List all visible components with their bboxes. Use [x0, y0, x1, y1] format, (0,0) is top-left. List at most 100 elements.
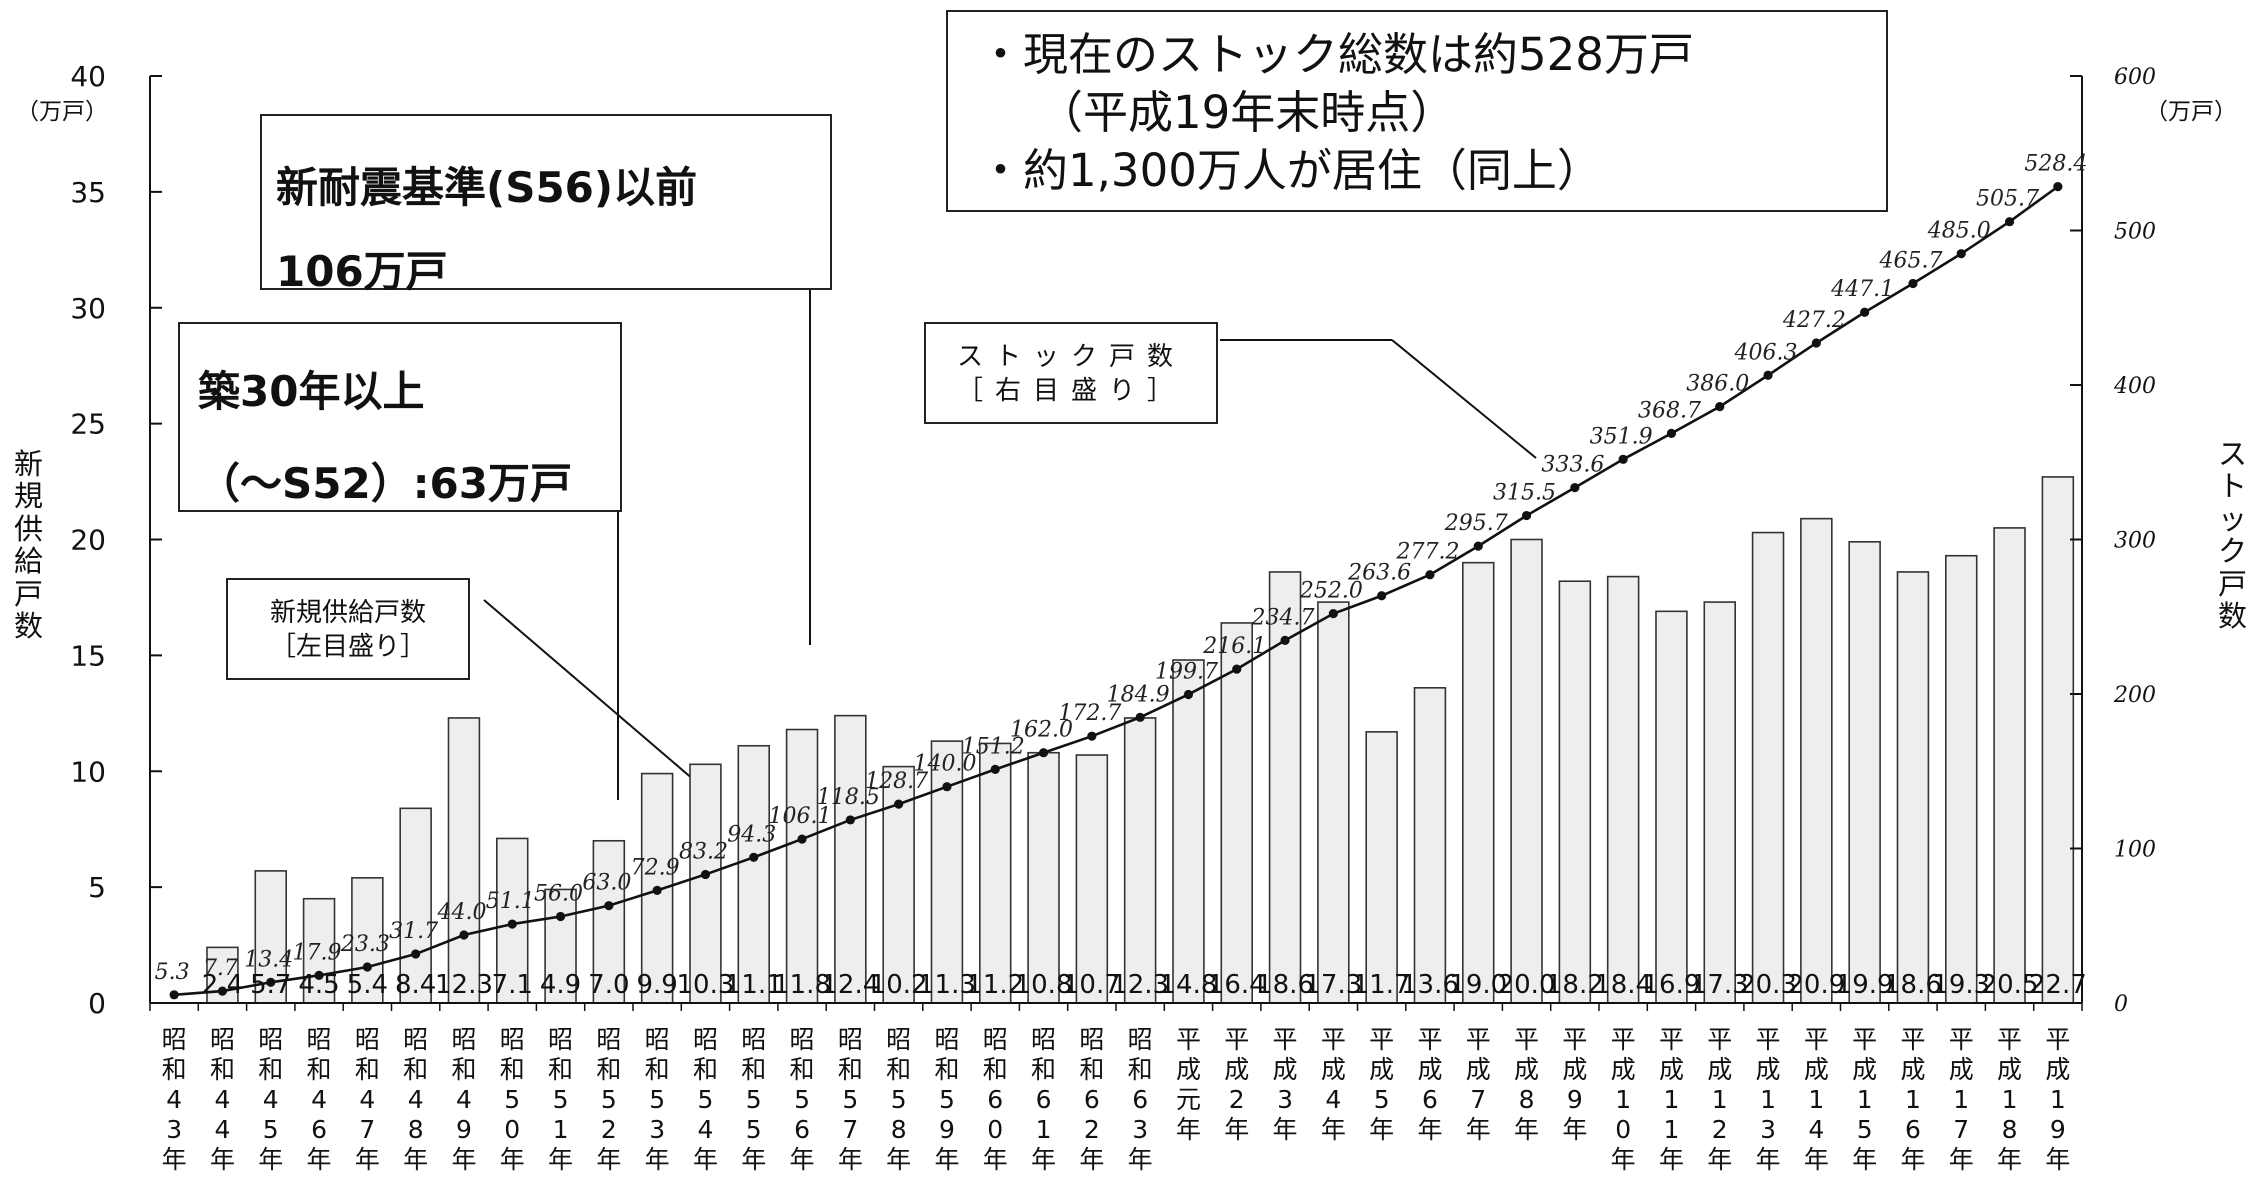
bar	[1558, 580, 1592, 1004]
x-category-label: 年	[1514, 1115, 1539, 1144]
bar-value-label: 7.1	[492, 970, 533, 1000]
x-category-label: 1	[2002, 1085, 2018, 1114]
x-category-label: 昭	[1031, 1025, 1056, 1054]
x-category-label: 昭	[934, 1025, 959, 1054]
bar-value-label: 11.3	[918, 970, 976, 1000]
left-axis-unit: （万戸）	[16, 99, 108, 125]
bar-value-label: 20.5	[1981, 970, 2039, 1000]
x-category-label: 6	[1422, 1085, 1438, 1114]
x-category-label: 1	[1760, 1085, 1776, 1114]
stock-point	[845, 815, 855, 825]
x-category-label: 8	[1519, 1085, 1535, 1114]
legend-new-supply-label: 新規供給戸数	[269, 598, 426, 628]
x-category-label: 5	[649, 1085, 665, 1114]
x-category-label: 年	[741, 1145, 766, 1174]
axis-title-char: 給	[14, 544, 44, 579]
x-category-label: 年	[1707, 1145, 1732, 1174]
stock-value-label: 83.2	[679, 839, 728, 864]
bar	[302, 897, 336, 1004]
x-category-label: 平	[1514, 1025, 1539, 1054]
x-category-label: 平	[1852, 1025, 1877, 1054]
left-tick-label: 25	[70, 408, 106, 441]
stock-point	[1328, 609, 1338, 619]
left-tick-label: 40	[70, 60, 106, 93]
x-category-label: 昭	[693, 1025, 718, 1054]
x-category-label: 8	[891, 1115, 907, 1144]
x-category-label: 成	[1900, 1055, 1925, 1084]
stock-value-label: 44.0	[436, 900, 486, 925]
stock-value-label: 5.3	[155, 960, 190, 985]
bar-value-label: 4.9	[540, 970, 581, 1000]
x-category-label: 5	[553, 1085, 569, 1114]
bar-value-label: 2.4	[202, 970, 243, 1000]
x-category-label: 成	[1707, 1055, 1732, 1084]
x-category-label: 4	[697, 1115, 713, 1144]
x-category-label: 成	[1756, 1055, 1781, 1084]
bar-value-label: 17.3	[1691, 970, 1749, 1000]
stock-value-label: 72.9	[631, 855, 680, 880]
x-category-label: 年	[1128, 1145, 1153, 1174]
x-category-label: 1	[1905, 1085, 1921, 1114]
x-category-label: 昭	[838, 1025, 863, 1054]
x-category-label: 7	[359, 1115, 375, 1144]
stock-value-label: 406.3	[1734, 340, 1798, 365]
x-category-label: 6	[1036, 1085, 1052, 1114]
stock-value-label: 447.1	[1830, 277, 1894, 302]
x-category-label: 4	[311, 1085, 327, 1114]
x-category-label: 4	[1325, 1085, 1341, 1114]
x-category-label: 和	[693, 1055, 718, 1084]
x-category-label: 和	[596, 1055, 621, 1084]
bar-value-label: 5.7	[250, 970, 291, 1000]
stock-value-label: 386.0	[1686, 372, 1749, 397]
right-axis-unit: （万戸）	[2145, 99, 2237, 125]
info-line-residents: ・約1,300万人が居住（同上）	[978, 144, 1602, 197]
x-category-label: 6	[794, 1115, 810, 1144]
bar-value-label: 8.4	[395, 970, 436, 1000]
legend-new-supply: 新規供給戸数 ［左目盛り］	[226, 578, 470, 680]
x-category-label: 1	[2050, 1085, 2066, 1114]
stock-point	[700, 869, 711, 880]
bar-value-label: 12.4	[821, 970, 879, 1000]
x-category-label: 昭	[741, 1025, 766, 1054]
right-tick-label: 100	[2114, 838, 2156, 863]
stock-value-label: 216.1	[1202, 634, 1266, 659]
x-category-label: 和	[838, 1055, 863, 1084]
x-category-label: 7	[1953, 1115, 1969, 1144]
info-line-as-of: （平成19年末時点）	[1038, 86, 1456, 139]
bar-value-label: 12.3	[1111, 970, 1169, 1000]
stock-value-label: 94.3	[727, 822, 776, 847]
bar	[1413, 687, 1447, 1004]
axis-title-char: 戸	[2218, 566, 2248, 601]
x-category-label: 5	[939, 1085, 955, 1114]
x-category-label: 成	[1611, 1055, 1636, 1084]
stock-value-label: 162.0	[1010, 718, 1073, 743]
stock-value-label: 295.7	[1444, 511, 1508, 536]
stock-point	[1956, 249, 1966, 259]
stock-value-label: 106.1	[769, 804, 832, 829]
x-category-label: 1	[1615, 1085, 1631, 1114]
x-category-label: 年	[1417, 1115, 1442, 1144]
seismic-standard-title: 新耐震基準(S56)以前	[276, 163, 698, 212]
x-category-label: 平	[1369, 1025, 1394, 1054]
legend-stock-axis: ［右目盛り］	[956, 376, 1185, 406]
stock-line-series	[169, 182, 2063, 1000]
bar	[1655, 610, 1688, 1004]
axis-title-char: 新	[14, 447, 44, 481]
x-category-label: 年	[451, 1145, 476, 1174]
stock-value-label: 184.9	[1107, 682, 1170, 707]
bar-value-label: 12.3	[435, 970, 493, 1000]
axis-title-char: ト	[2218, 469, 2248, 504]
right-axis-title: ストック戸数	[2218, 438, 2247, 633]
stock-point	[942, 782, 952, 792]
x-category-label: 和	[162, 1055, 187, 1084]
x-category-label: 成	[1417, 1055, 1442, 1084]
bar	[1365, 731, 1398, 1004]
bar-value-label: 19.3	[1932, 970, 1990, 1000]
bar	[1317, 601, 1350, 1004]
bar-value-label: 18.6	[1884, 970, 1942, 1000]
x-category-label: 4	[359, 1085, 375, 1114]
left-tick-label: 10	[70, 755, 106, 788]
stock-point	[2053, 182, 2063, 192]
stock-value-label: 56.0	[534, 881, 583, 906]
x-category-label: 元	[1176, 1085, 1201, 1114]
